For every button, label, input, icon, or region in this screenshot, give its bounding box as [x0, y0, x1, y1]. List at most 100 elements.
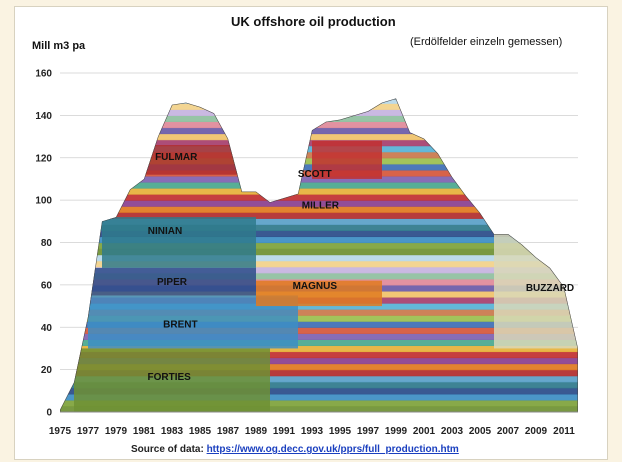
x-tick-label: 1983 — [161, 426, 184, 437]
field-layer-band — [60, 91, 578, 98]
axes: 0 20 40 60 80 100 120 140 160 1975 1977 1979 1981 198… — [35, 69, 578, 437]
field-layer-band — [60, 224, 578, 231]
field-layer-band — [60, 175, 578, 183]
field-layer-band — [60, 230, 578, 238]
field-layer-band — [60, 387, 578, 395]
y-tick-label: 60 — [41, 280, 53, 291]
field-layer-band — [60, 399, 578, 407]
field-layer-band — [60, 272, 578, 280]
x-tick-label: 1995 — [329, 426, 352, 437]
field-layer-band — [60, 218, 578, 225]
y-tick-label: 80 — [41, 238, 53, 249]
field-layer-band — [60, 200, 578, 207]
field-layer-band — [60, 98, 578, 104]
field-label: BUZZARD — [526, 283, 574, 294]
source-prefix: Source of data: — [131, 444, 207, 455]
field-layer-band — [60, 363, 578, 371]
field-layer-band — [60, 254, 578, 262]
major-field-layer — [256, 280, 382, 307]
x-tick-label: 1985 — [189, 426, 212, 437]
chart-title: UK offshore oil production — [231, 14, 396, 29]
field-layer-band — [60, 79, 578, 86]
field-layers — [60, 73, 578, 413]
chart-subtitle: (Erdölfelder einzeln gemessen) — [410, 36, 563, 48]
field-layer-band — [60, 127, 578, 135]
field-layer-band — [60, 351, 578, 359]
source-line: Source of data: https://www.og.decc.gov.… — [131, 444, 459, 455]
field-layer-band — [60, 303, 578, 310]
major-field-layer — [312, 140, 382, 179]
x-tick-label: 2005 — [469, 426, 492, 437]
field-layer-band — [60, 321, 578, 328]
field-layer-band — [60, 206, 578, 213]
field-layer-band — [60, 212, 578, 219]
x-tick-label: 2003 — [441, 426, 464, 437]
x-tick-label: 1987 — [217, 426, 240, 437]
y-axis-unit-label: Mill m3 pa — [32, 40, 86, 52]
field-layer-band — [60, 73, 578, 80]
field-layer-band — [60, 242, 578, 250]
field-layer-band — [60, 327, 578, 334]
field-label: FORTIES — [148, 372, 192, 383]
major-field-layer — [74, 348, 270, 412]
field-layer-band — [60, 85, 578, 92]
field-layer-band — [60, 188, 578, 195]
field-labels: FORTIES BRENT PIPER NINIAN FULMAR MAGNUS MILLE… — [148, 152, 575, 383]
x-tick-label: 2009 — [525, 426, 548, 437]
field-layer-band — [60, 266, 578, 274]
y-tick-label: 100 — [35, 196, 52, 207]
field-layer-band — [60, 181, 578, 189]
x-tick-label: 2007 — [497, 426, 520, 437]
field-label: MAGNUS — [293, 281, 338, 292]
field-layer-band — [60, 103, 578, 110]
x-tick-label: 2011 — [553, 426, 575, 437]
field-layer-band — [60, 248, 578, 256]
y-tick-label: 160 — [35, 69, 52, 80]
y-tick-label: 0 — [46, 408, 52, 419]
field-label: MILLER — [302, 201, 340, 212]
field-layer-band — [60, 393, 578, 401]
field-label: BRENT — [163, 319, 197, 330]
field-layer-band — [60, 381, 578, 389]
x-tick-label: 1981 — [133, 426, 156, 437]
x-tick-label: 1991 — [273, 426, 296, 437]
source-link[interactable]: https://www.og.decc.gov.uk/pprs/full_pro… — [206, 444, 459, 455]
major-field-layer — [144, 145, 242, 175]
x-tick-label: 1993 — [301, 426, 324, 437]
major-field-layer — [494, 210, 578, 349]
y-tick-label: 140 — [35, 111, 52, 122]
field-layer-band — [60, 194, 578, 201]
x-tick-label: 1979 — [105, 426, 128, 437]
field-layer-band — [60, 375, 578, 383]
field-label: FULMAR — [155, 152, 198, 163]
field-layer-band — [60, 369, 578, 377]
field-layer-band — [60, 405, 578, 413]
x-tick-label: 1997 — [357, 426, 380, 437]
field-layer-band — [60, 345, 578, 353]
field-layer-band — [60, 236, 578, 244]
field-layer-band — [60, 309, 578, 316]
field-layer-band — [60, 133, 578, 141]
x-tick-label: 1989 — [245, 426, 268, 437]
y-tick-label: 40 — [41, 323, 53, 334]
field-layer-band — [60, 260, 578, 268]
field-layer-band — [60, 315, 578, 322]
y-tick-label: 120 — [35, 153, 52, 164]
field-label: NINIAN — [148, 226, 182, 237]
major-field-layer — [88, 267, 256, 296]
field-layer-band — [60, 333, 578, 340]
field-label: PIPER — [157, 277, 188, 288]
x-tick-label: 1999 — [385, 426, 408, 437]
x-tick-label: 1975 — [49, 426, 72, 437]
field-label: SCOTT — [298, 169, 332, 180]
field-layer-band — [60, 339, 578, 347]
field-layer-band — [60, 357, 578, 365]
major-field-layer — [102, 217, 256, 268]
x-tick-label: 2001 — [413, 426, 436, 437]
x-tick-label: 1977 — [77, 426, 100, 437]
y-tick-label: 20 — [41, 365, 53, 376]
field-layer-band — [60, 121, 578, 129]
field-layer-band — [60, 115, 578, 123]
